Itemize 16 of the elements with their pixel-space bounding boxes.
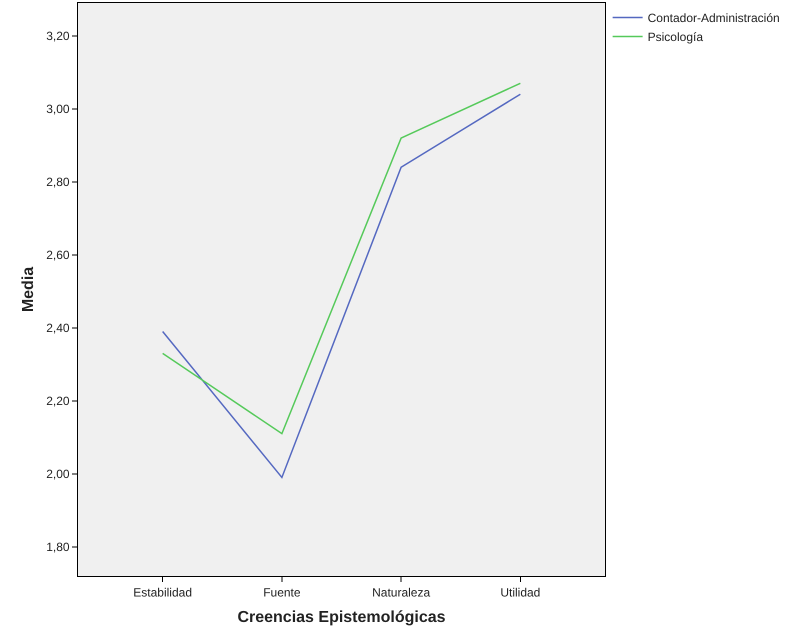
y-axis-title: Media [20, 266, 38, 312]
x-tick-label: Utilidad [500, 585, 540, 600]
y-tick-label: 1,80 [46, 540, 70, 554]
y-tick-label: 2,60 [46, 248, 70, 262]
y-tick-label: 2,20 [46, 394, 70, 408]
x-tick-label: Fuente [263, 585, 301, 600]
y-tick-label: 2,80 [46, 175, 70, 190]
legend-label: Psicología [648, 30, 704, 44]
legend-label: Contador-Administración [648, 11, 780, 26]
y-tick-label: 3,00 [46, 102, 70, 116]
x-tick-label: Estabilidad [133, 585, 192, 600]
x-tick-label: Naturaleza [372, 585, 430, 600]
y-tick-label: 2,00 [46, 467, 70, 482]
x-axis-title: Creencias Epistemológicas [237, 609, 446, 626]
y-tick-label: 3,20 [46, 29, 70, 44]
y-tick-label: 2,40 [46, 321, 70, 336]
